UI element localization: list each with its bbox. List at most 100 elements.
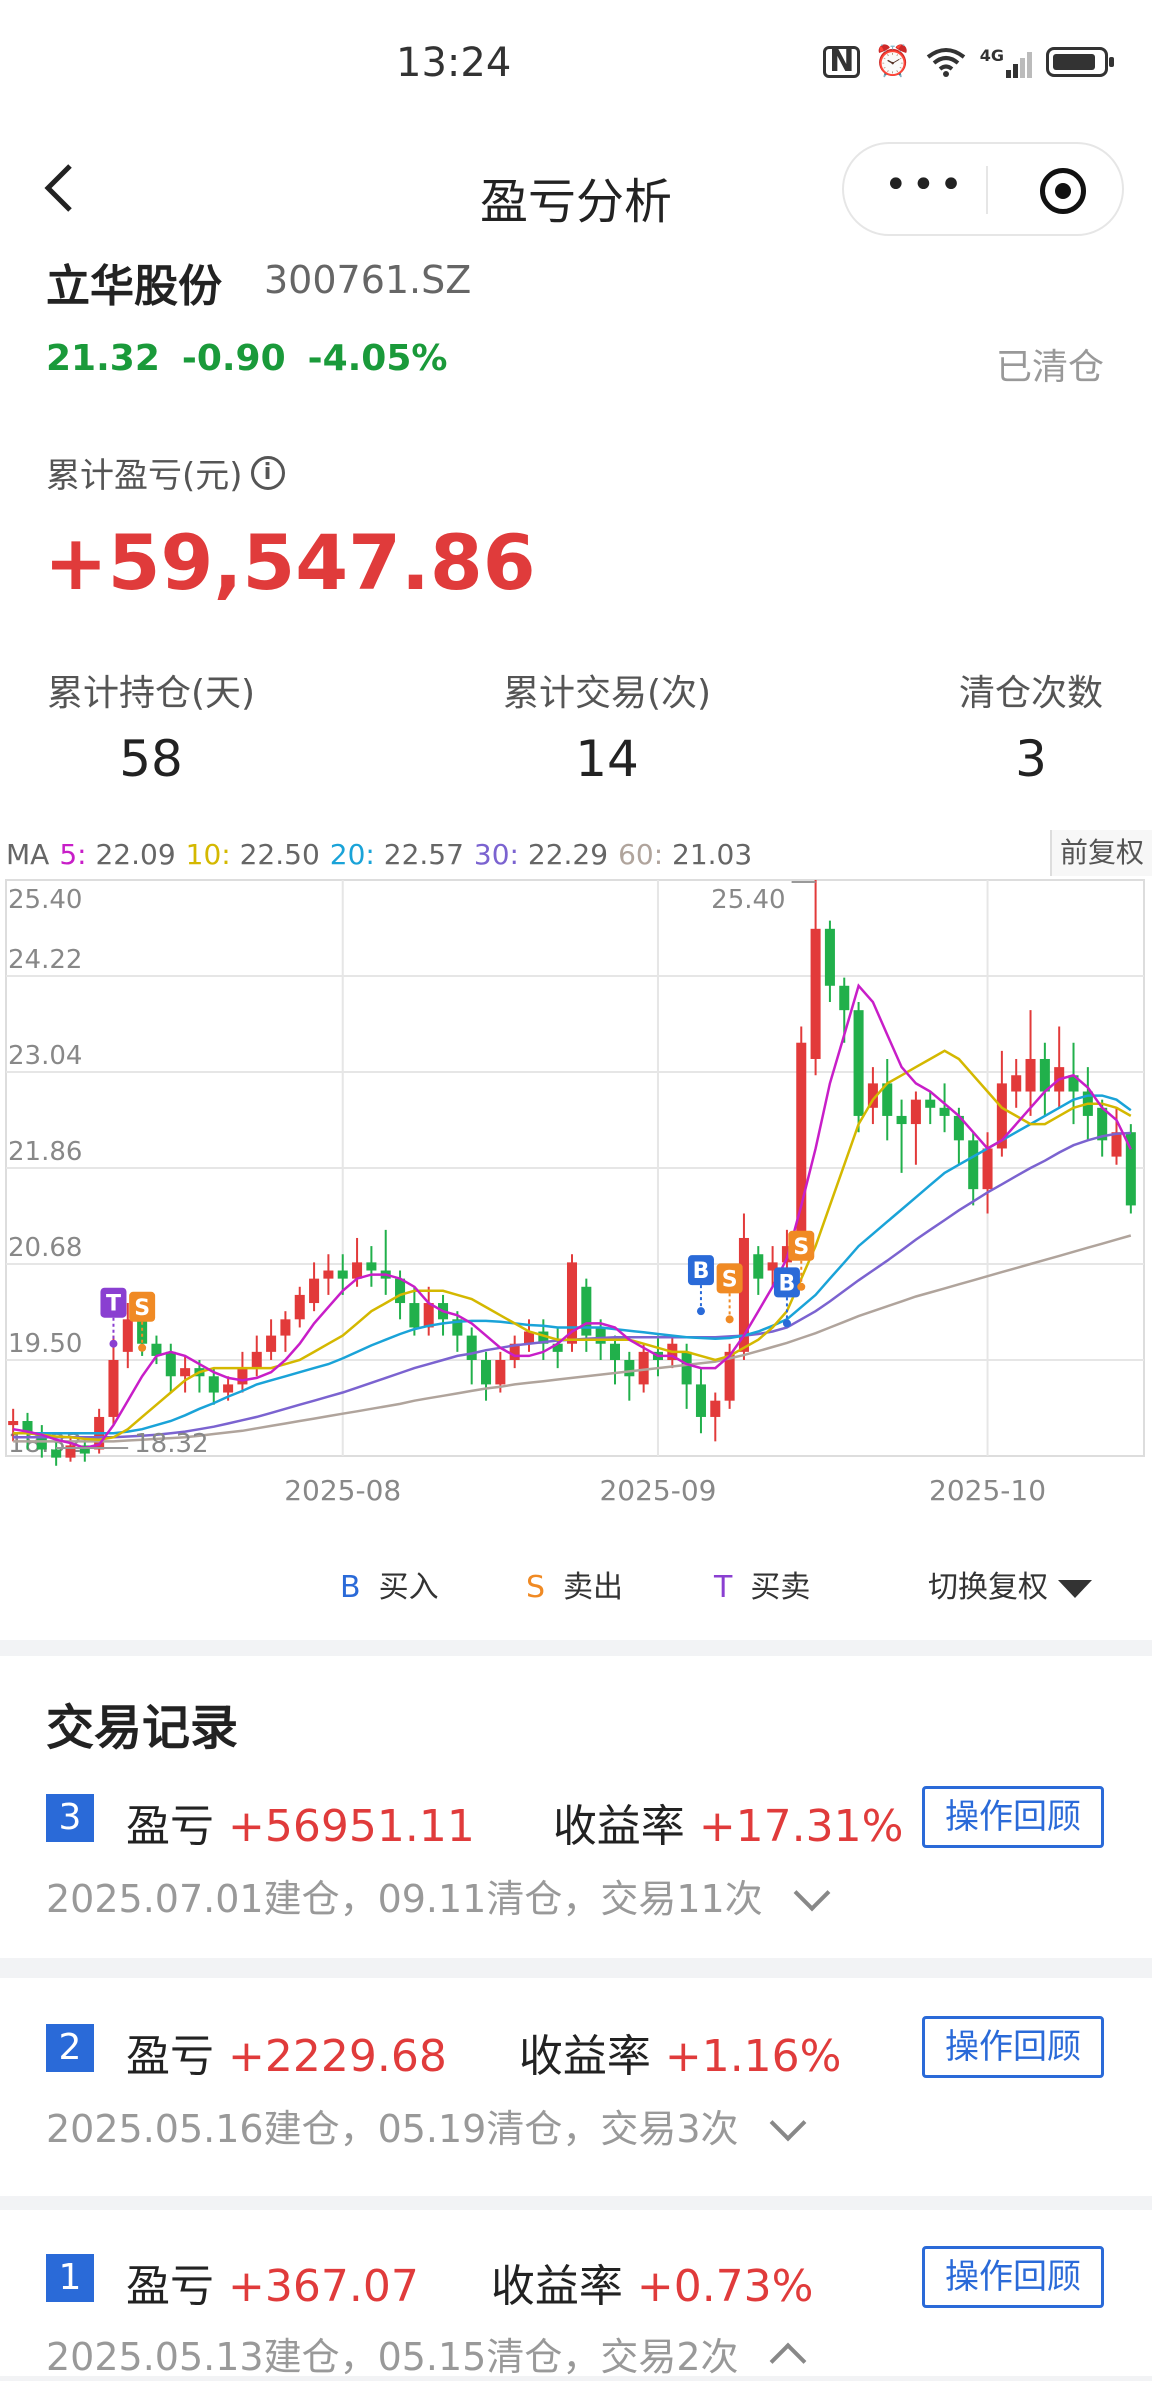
stat-trade-count: 累计交易(次) 14 xyxy=(496,664,718,788)
stock-change: -0.90 xyxy=(181,338,286,379)
ma-key: 60: xyxy=(618,838,664,871)
candle-body xyxy=(237,1368,248,1385)
record-summary: 盈亏 +367.07 收益率 +0.73% xyxy=(126,2250,813,2314)
price-row: 21.32 -0.90 -4.05% xyxy=(46,338,447,379)
candle-body xyxy=(867,1083,878,1108)
candle-body xyxy=(724,1351,735,1401)
ma30-item: 30: 22.29 xyxy=(474,838,608,871)
candle-body xyxy=(122,1319,133,1352)
candle-body xyxy=(366,1262,377,1271)
status-time: 13:24 xyxy=(396,40,512,86)
candle-body xyxy=(208,1376,219,1393)
ma-value: 22.50 xyxy=(239,838,320,871)
candle-body xyxy=(1068,1075,1079,1092)
network-type: 4G xyxy=(979,45,1004,65)
candle-body xyxy=(65,1445,76,1458)
chevron-down-icon[interactable] xyxy=(793,1874,831,1912)
candle-body xyxy=(839,985,850,1011)
battery-icon xyxy=(1046,46,1114,77)
candle-body xyxy=(395,1278,406,1304)
record-detail[interactable]: 2025.07.01建仓，09.11清仓，交易11次 xyxy=(46,1868,831,1923)
candle-body xyxy=(79,1445,90,1454)
candle-body xyxy=(523,1331,535,1344)
stat-value: 58 xyxy=(119,730,183,788)
ma10-line xyxy=(13,1049,1132,1441)
candle-body xyxy=(738,1237,749,1352)
info-icon[interactable]: i xyxy=(250,455,285,490)
trade-marker-sell xyxy=(788,1230,815,1261)
legend-buysell: T 买卖 xyxy=(714,1562,810,1606)
candle-body xyxy=(968,1140,979,1190)
candle-body xyxy=(280,1319,291,1336)
ma-key: 10: xyxy=(185,838,231,871)
record-pnl: +2229.68 xyxy=(228,2031,447,2082)
stock-change-pct: -4.05% xyxy=(307,338,448,379)
ma-key: 30: xyxy=(473,838,519,871)
back-chevron-icon[interactable] xyxy=(40,160,76,226)
status-bar: 13:24 N ⏰ 4G xyxy=(0,0,1152,130)
review-button[interactable]: 操作回顾 xyxy=(922,2016,1104,2078)
record-rate: +17.31% xyxy=(698,1801,904,1852)
marker-dot xyxy=(696,1307,705,1316)
legend-sell: S 卖出 xyxy=(526,1562,623,1606)
triangle-down-icon xyxy=(1058,1579,1092,1598)
record-number: 2 xyxy=(46,2024,94,2072)
x-tick-label: 2025-09 xyxy=(599,1474,716,1507)
candle-body xyxy=(925,1099,936,1108)
record-detail-text: 2025.07.01建仓，09.11清仓，交易11次 xyxy=(46,1877,763,1921)
x-tick-label: 2025-08 xyxy=(284,1474,401,1507)
candle-body xyxy=(180,1368,191,1377)
record-pnl: +367.07 xyxy=(228,2261,419,2312)
pnl-value: +59,547.86 xyxy=(44,518,536,607)
trade-marker-label: S xyxy=(722,1267,738,1292)
pnl-label: 累计盈亏(元) i xyxy=(46,448,285,497)
ma-value: 22.09 xyxy=(95,838,176,871)
page-title: 盈亏分析 xyxy=(479,174,672,230)
ma20-item: 20: 22.57 xyxy=(330,838,464,871)
candle-body xyxy=(624,1360,635,1377)
candle-body xyxy=(753,1254,764,1279)
ma-key: 5: xyxy=(59,838,87,871)
ma-value: 22.57 xyxy=(383,838,464,871)
stat-value: 3 xyxy=(1015,730,1047,788)
review-button[interactable]: 操作回顾 xyxy=(922,2246,1104,2308)
record-summary: 盈亏 +2229.68 收益率 +1.16% xyxy=(126,2020,841,2084)
candle-body xyxy=(323,1270,334,1279)
trade-marker-label: B xyxy=(779,1271,796,1296)
candle-body xyxy=(409,1303,420,1328)
records-card-1 xyxy=(0,2210,1152,2376)
alarm-icon: ⏰ xyxy=(874,44,912,79)
switch-adjust-button[interactable]: 切换复权 xyxy=(928,1562,1092,1606)
candle-body xyxy=(108,1360,119,1417)
target-icon[interactable] xyxy=(1040,168,1086,214)
ma20-line xyxy=(13,1094,1132,1435)
trade-marker-buy xyxy=(773,1267,800,1298)
candle-body xyxy=(1125,1132,1136,1206)
record-detail[interactable]: 2025.05.16建仓，05.19清仓，交易3次 xyxy=(46,2098,806,2153)
candle-body xyxy=(824,928,835,986)
ma-prefix: MA xyxy=(6,838,50,871)
stock-code: 300761.SZ xyxy=(264,258,472,302)
pnl-label: 盈亏 xyxy=(126,1801,214,1852)
records-title: 交易记录 xyxy=(46,1700,239,1756)
rate-label: 收益率 xyxy=(518,2031,651,2082)
legend-buy: B 买入 xyxy=(340,1562,439,1606)
chevron-up-icon[interactable] xyxy=(769,2342,806,2380)
trade-marker-label: T xyxy=(106,1292,121,1317)
candle-body xyxy=(939,1107,950,1116)
chevron-down-icon[interactable] xyxy=(769,2104,806,2142)
ma-value: 22.29 xyxy=(527,838,609,871)
more-dots-icon[interactable]: ••• xyxy=(884,162,967,208)
candle-body xyxy=(165,1351,176,1377)
stat-label: 累计持仓(天) xyxy=(46,673,256,714)
candle-body xyxy=(1011,1075,1022,1092)
ma-value: 21.03 xyxy=(672,838,753,871)
review-button[interactable]: 操作回顾 xyxy=(922,1786,1104,1848)
stock-price: 21.32 xyxy=(46,338,160,379)
record-detail[interactable]: 2025.05.13建仓，05.15清仓，交易2次 xyxy=(46,2326,806,2381)
adjust-mode-tag[interactable]: 前复权 xyxy=(1050,830,1152,876)
4g-signal-icon: 4G xyxy=(980,46,1032,78)
candlestick-chart[interactable]: 25.40 24.22 23.04 21.86 20.68 19.50 18.32 2025-… xyxy=(0,876,1152,1536)
candle-body xyxy=(51,1449,62,1458)
stat-holding-days: 累计持仓(天) 58 xyxy=(46,664,256,788)
